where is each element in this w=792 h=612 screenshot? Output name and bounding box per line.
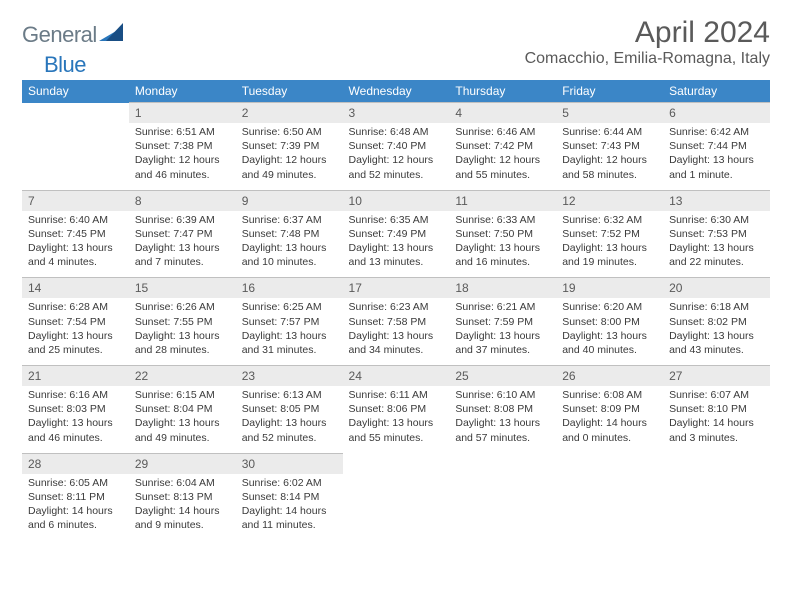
day-detail (343, 474, 450, 541)
day-number: 12 (556, 190, 663, 211)
day-number: 1 (129, 103, 236, 124)
day-detail: Sunrise: 6:26 AMSunset: 7:55 PMDaylight:… (129, 298, 236, 365)
calendar-body: 123456Sunrise: 6:51 AMSunset: 7:38 PMDay… (22, 103, 770, 541)
day-number: 23 (236, 366, 343, 387)
day-number: 3 (343, 103, 450, 124)
day-of-week-row: Sunday Monday Tuesday Wednesday Thursday… (22, 80, 770, 103)
calendar-table: Sunday Monday Tuesday Wednesday Thursday… (22, 80, 770, 540)
day-number: 29 (129, 453, 236, 474)
day-detail: Sunrise: 6:39 AMSunset: 7:47 PMDaylight:… (129, 211, 236, 278)
day-detail (556, 474, 663, 541)
day-detail: Sunrise: 6:02 AMSunset: 8:14 PMDaylight:… (236, 474, 343, 541)
day-detail: Sunrise: 6:44 AMSunset: 7:43 PMDaylight:… (556, 123, 663, 190)
day-number: 7 (22, 190, 129, 211)
day-detail: Sunrise: 6:21 AMSunset: 7:59 PMDaylight:… (449, 298, 556, 365)
day-detail: Sunrise: 6:23 AMSunset: 7:58 PMDaylight:… (343, 298, 450, 365)
logo-text-general: General (22, 22, 97, 48)
day-number: 10 (343, 190, 450, 211)
week-detail-row: Sunrise: 6:40 AMSunset: 7:45 PMDaylight:… (22, 211, 770, 278)
day-number (22, 103, 129, 124)
logo-triangle-icon (99, 23, 123, 41)
day-number (556, 453, 663, 474)
day-number: 2 (236, 103, 343, 124)
day-detail: Sunrise: 6:11 AMSunset: 8:06 PMDaylight:… (343, 386, 450, 453)
dow-monday: Monday (129, 80, 236, 103)
day-detail: Sunrise: 6:16 AMSunset: 8:03 PMDaylight:… (22, 386, 129, 453)
day-detail: Sunrise: 6:05 AMSunset: 8:11 PMDaylight:… (22, 474, 129, 541)
day-detail: Sunrise: 6:25 AMSunset: 7:57 PMDaylight:… (236, 298, 343, 365)
day-detail: Sunrise: 6:37 AMSunset: 7:48 PMDaylight:… (236, 211, 343, 278)
day-detail (22, 123, 129, 190)
dow-friday: Friday (556, 80, 663, 103)
day-detail: Sunrise: 6:30 AMSunset: 7:53 PMDaylight:… (663, 211, 770, 278)
week-detail-row: Sunrise: 6:28 AMSunset: 7:54 PMDaylight:… (22, 298, 770, 365)
day-number: 9 (236, 190, 343, 211)
week-detail-row: Sunrise: 6:51 AMSunset: 7:38 PMDaylight:… (22, 123, 770, 190)
day-number: 25 (449, 366, 556, 387)
title-block: April 2024 Comacchio, Emilia-Romagna, It… (525, 16, 770, 68)
day-detail: Sunrise: 6:32 AMSunset: 7:52 PMDaylight:… (556, 211, 663, 278)
dow-thursday: Thursday (449, 80, 556, 103)
day-number: 24 (343, 366, 450, 387)
day-detail: Sunrise: 6:42 AMSunset: 7:44 PMDaylight:… (663, 123, 770, 190)
day-detail: Sunrise: 6:15 AMSunset: 8:04 PMDaylight:… (129, 386, 236, 453)
week-daynum-row: 78910111213 (22, 190, 770, 211)
week-daynum-row: 14151617181920 (22, 278, 770, 299)
dow-sunday: Sunday (22, 80, 129, 103)
day-detail: Sunrise: 6:20 AMSunset: 8:00 PMDaylight:… (556, 298, 663, 365)
day-number: 8 (129, 190, 236, 211)
day-number: 26 (556, 366, 663, 387)
day-detail: Sunrise: 6:50 AMSunset: 7:39 PMDaylight:… (236, 123, 343, 190)
day-number: 27 (663, 366, 770, 387)
day-number: 22 (129, 366, 236, 387)
month-title: April 2024 (525, 16, 770, 50)
day-number: 15 (129, 278, 236, 299)
day-detail: Sunrise: 6:51 AMSunset: 7:38 PMDaylight:… (129, 123, 236, 190)
day-number: 16 (236, 278, 343, 299)
day-number: 11 (449, 190, 556, 211)
week-daynum-row: 123456 (22, 103, 770, 124)
day-detail (663, 474, 770, 541)
location-subtitle: Comacchio, Emilia-Romagna, Italy (525, 50, 770, 68)
page-header: General April 2024 Comacchio, Emilia-Rom… (22, 16, 770, 68)
day-detail: Sunrise: 6:04 AMSunset: 8:13 PMDaylight:… (129, 474, 236, 541)
day-detail: Sunrise: 6:07 AMSunset: 8:10 PMDaylight:… (663, 386, 770, 453)
day-number (449, 453, 556, 474)
day-number: 13 (663, 190, 770, 211)
day-number: 28 (22, 453, 129, 474)
dow-tuesday: Tuesday (236, 80, 343, 103)
week-detail-row: Sunrise: 6:16 AMSunset: 8:03 PMDaylight:… (22, 386, 770, 453)
day-detail (449, 474, 556, 541)
day-detail: Sunrise: 6:18 AMSunset: 8:02 PMDaylight:… (663, 298, 770, 365)
week-daynum-row: 282930 (22, 453, 770, 474)
dow-wednesday: Wednesday (343, 80, 450, 103)
week-daynum-row: 21222324252627 (22, 366, 770, 387)
day-number: 19 (556, 278, 663, 299)
day-detail: Sunrise: 6:10 AMSunset: 8:08 PMDaylight:… (449, 386, 556, 453)
day-number: 6 (663, 103, 770, 124)
day-number: 30 (236, 453, 343, 474)
day-number: 17 (343, 278, 450, 299)
day-number (343, 453, 450, 474)
day-detail: Sunrise: 6:40 AMSunset: 7:45 PMDaylight:… (22, 211, 129, 278)
day-number: 18 (449, 278, 556, 299)
logo-text-blue: Blue (44, 52, 86, 77)
day-detail: Sunrise: 6:13 AMSunset: 8:05 PMDaylight:… (236, 386, 343, 453)
day-detail: Sunrise: 6:35 AMSunset: 7:49 PMDaylight:… (343, 211, 450, 278)
week-detail-row: Sunrise: 6:05 AMSunset: 8:11 PMDaylight:… (22, 474, 770, 541)
day-detail: Sunrise: 6:28 AMSunset: 7:54 PMDaylight:… (22, 298, 129, 365)
day-number: 21 (22, 366, 129, 387)
day-detail: Sunrise: 6:08 AMSunset: 8:09 PMDaylight:… (556, 386, 663, 453)
day-number: 14 (22, 278, 129, 299)
calendar-page: General April 2024 Comacchio, Emilia-Rom… (0, 0, 792, 556)
dow-saturday: Saturday (663, 80, 770, 103)
day-number: 5 (556, 103, 663, 124)
day-detail: Sunrise: 6:46 AMSunset: 7:42 PMDaylight:… (449, 123, 556, 190)
brand-logo: General (22, 16, 125, 48)
day-detail: Sunrise: 6:33 AMSunset: 7:50 PMDaylight:… (449, 211, 556, 278)
day-detail: Sunrise: 6:48 AMSunset: 7:40 PMDaylight:… (343, 123, 450, 190)
day-number: 4 (449, 103, 556, 124)
day-number: 20 (663, 278, 770, 299)
day-number (663, 453, 770, 474)
